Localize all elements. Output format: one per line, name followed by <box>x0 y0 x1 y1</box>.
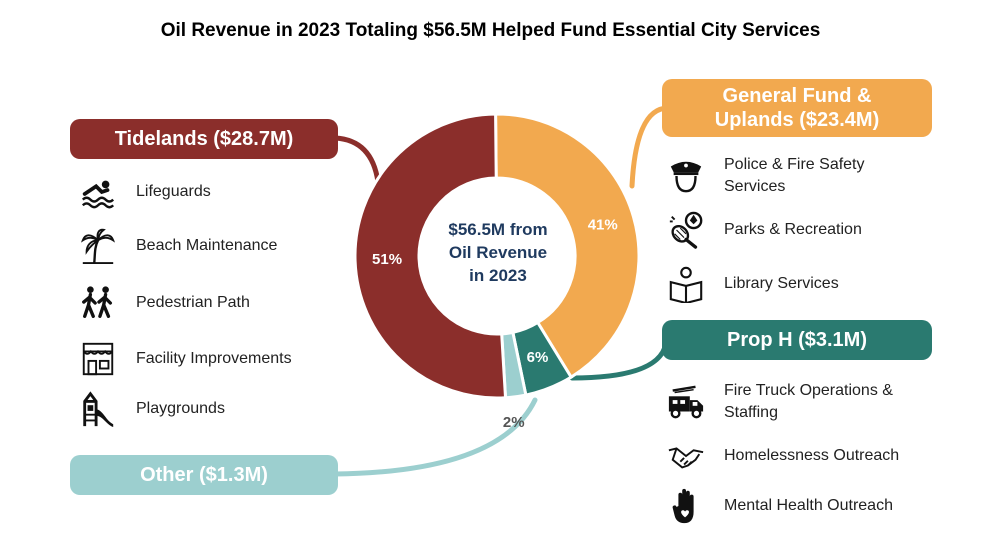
list-item: Fire Truck Operations & Staffing <box>664 380 893 424</box>
tidelands-connector <box>332 135 381 185</box>
other-connector <box>332 397 538 477</box>
tidelands-label: Tidelands ($28.7M) <box>114 128 294 150</box>
list-item: Mental Health Outreach <box>664 486 893 526</box>
item-label: Library Services <box>724 275 839 292</box>
list-item: Police & Fire Safety Services <box>664 154 865 198</box>
ball-racket-icon <box>664 210 708 250</box>
list-item: Library Services <box>664 264 839 304</box>
item-label: Mental Health Outreach <box>724 497 893 514</box>
prop-h-label: Prop H ($3.1M) <box>726 329 868 351</box>
slice-percent-label: 51% <box>372 251 402 268</box>
fire-truck-icon <box>664 382 708 422</box>
reader-icon <box>664 264 708 304</box>
general-fund-pill: General Fund & Uplands ($23.4M) <box>662 79 932 137</box>
donut-center-label: $56.5M from Oil Revenue in 2023 <box>430 218 566 287</box>
item-label: Police & Fire Safety Services <box>724 156 865 195</box>
list-item: Parks & Recreation <box>664 210 862 250</box>
item-label: Playgrounds <box>136 400 225 417</box>
list-item: Beach Maintenance <box>76 226 277 266</box>
list-item: Homelessness Outreach <box>664 436 899 476</box>
donut-slice-general-fund-uplands <box>494 112 641 380</box>
list-item: Pedestrian Path <box>76 283 250 323</box>
item-label: Lifeguards <box>136 183 211 200</box>
storefront-icon <box>76 339 120 379</box>
slice-percent-label: 6% <box>527 349 549 366</box>
center-line-1: $56.5M from <box>448 220 548 239</box>
page-title: Oil Revenue in 2023 Totaling $56.5M Help… <box>160 20 821 41</box>
list-item: Playgrounds <box>76 389 225 429</box>
general-fund-label-line2: Uplands ($23.4M) <box>714 109 880 131</box>
other-pill: Other ($1.3M) <box>70 455 338 495</box>
item-label: Homelessness Outreach <box>724 447 900 464</box>
swimmer-icon <box>76 172 120 212</box>
list-item: Lifeguards <box>76 172 211 212</box>
list-item: Facility Improvements <box>76 339 292 379</box>
tidelands-pill: Tidelands ($28.7M) <box>70 119 338 159</box>
pedestrians-icon <box>76 283 120 323</box>
slice-percent-label: 2% <box>503 414 525 431</box>
police-officer-icon <box>664 156 708 196</box>
heart-hand-icon <box>664 486 708 526</box>
item-label: Fire Truck Operations & Staffing <box>724 382 893 421</box>
slice-percent-label: 41% <box>588 217 618 234</box>
item-label: Beach Maintenance <box>136 237 278 254</box>
playground-slide-icon <box>76 389 120 429</box>
handshake-icon <box>664 436 708 476</box>
general-fund-label-line1: General Fund & <box>722 85 872 107</box>
item-label: Facility Improvements <box>136 350 292 367</box>
center-line-3: in 2023 <box>469 266 527 285</box>
other-label: Other ($1.3M) <box>140 464 268 486</box>
donut-slice-tidelands <box>353 112 508 400</box>
general-fund-connector <box>629 105 671 189</box>
item-label: Parks & Recreation <box>724 221 862 238</box>
item-label: Pedestrian Path <box>136 294 250 311</box>
prop-h-pill: Prop H ($3.1M) <box>662 320 932 360</box>
center-line-2: Oil Revenue <box>448 243 548 262</box>
palm-tree-icon <box>76 226 120 266</box>
